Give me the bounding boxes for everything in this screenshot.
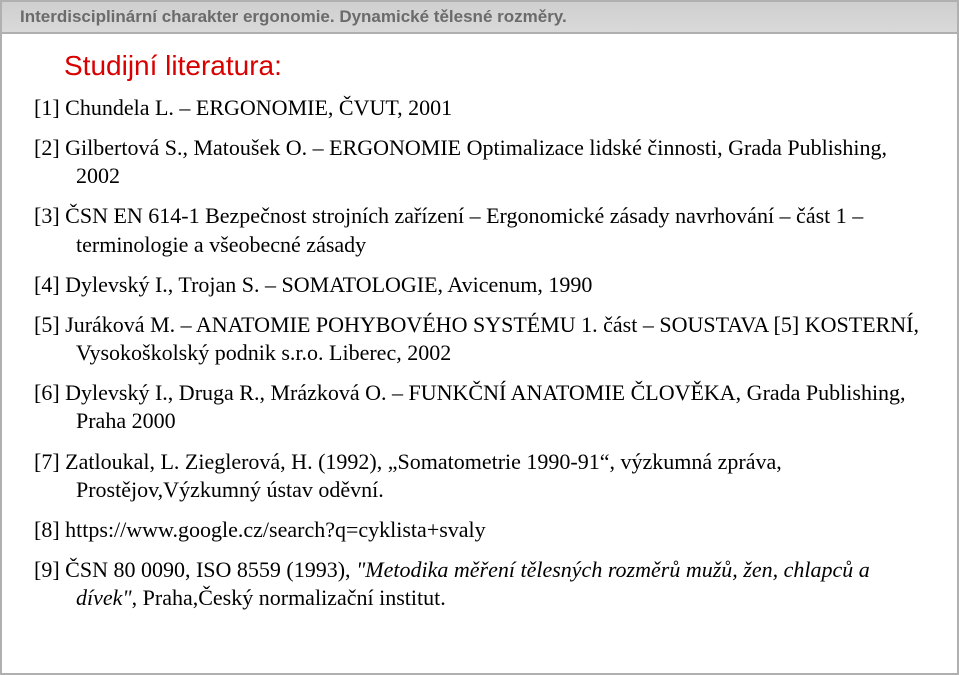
ref-text: Juráková M. – ANATOMIE POHYBOVÉHO SYSTÉM…	[65, 312, 919, 365]
reference-item: [8] https://www.google.cz/search?q=cykli…	[34, 516, 925, 544]
breadcrumb-bar: Interdisciplinární charakter ergonomie. …	[2, 2, 957, 34]
ref-number: [2]	[34, 135, 60, 160]
ref-number: [8]	[34, 517, 60, 542]
ref-number: [7]	[34, 449, 60, 474]
ref-text: Zatloukal, L. Zieglerová, H. (1992), „So…	[65, 449, 782, 502]
ref-text-tail: , Praha,Český normalizační institut.	[132, 585, 446, 610]
ref-number: [3]	[34, 203, 60, 228]
ref-text: Chundela L. – ERGONOMIE, ČVUT, 2001	[65, 95, 452, 120]
ref-number: [6]	[34, 380, 60, 405]
ref-number: [4]	[34, 272, 60, 297]
ref-text: Gilbertová S., Matoušek O. – ERGONOMIE O…	[65, 135, 887, 188]
ref-number: [5]	[34, 312, 60, 337]
reference-item: [7] Zatloukal, L. Zieglerová, H. (1992),…	[34, 448, 925, 504]
reference-item: [1] Chundela L. – ERGONOMIE, ČVUT, 2001	[34, 94, 925, 122]
ref-text-lead: ČSN 80 0090, ISO 8559 (1993),	[65, 557, 356, 582]
slide-page: Interdisciplinární charakter ergonomie. …	[0, 0, 959, 675]
reference-item: [9] ČSN 80 0090, ISO 8559 (1993), "Metod…	[34, 556, 925, 612]
ref-number: [1]	[34, 95, 60, 120]
reference-item: [5] Juráková M. – ANATOMIE POHYBOVÉHO SY…	[34, 311, 925, 367]
reference-item: [2] Gilbertová S., Matoušek O. – ERGONOM…	[34, 134, 925, 190]
reference-item: [3] ČSN EN 614-1 Bezpečnost strojních za…	[34, 202, 925, 258]
page-title: Studijní literatura:	[64, 50, 925, 82]
reference-list: [1] Chundela L. – ERGONOMIE, ČVUT, 2001 …	[34, 94, 925, 612]
reference-item: [4] Dylevský I., Trojan S. – SOMATOLOGIE…	[34, 271, 925, 299]
ref-text: ČSN EN 614-1 Bezpečnost strojních zaříze…	[65, 203, 863, 256]
ref-number: [9]	[34, 557, 60, 582]
ref-text: Dylevský I., Trojan S. – SOMATOLOGIE, Av…	[65, 272, 592, 297]
breadcrumb-text: Interdisciplinární charakter ergonomie. …	[20, 7, 567, 27]
reference-item: [6] Dylevský I., Druga R., Mrázková O. –…	[34, 379, 925, 435]
ref-text: Dylevský I., Druga R., Mrázková O. – FUN…	[65, 380, 905, 433]
content-area: Studijní literatura: [1] Chundela L. – E…	[34, 42, 925, 663]
ref-text: https://www.google.cz/search?q=cyklista+…	[65, 517, 486, 542]
